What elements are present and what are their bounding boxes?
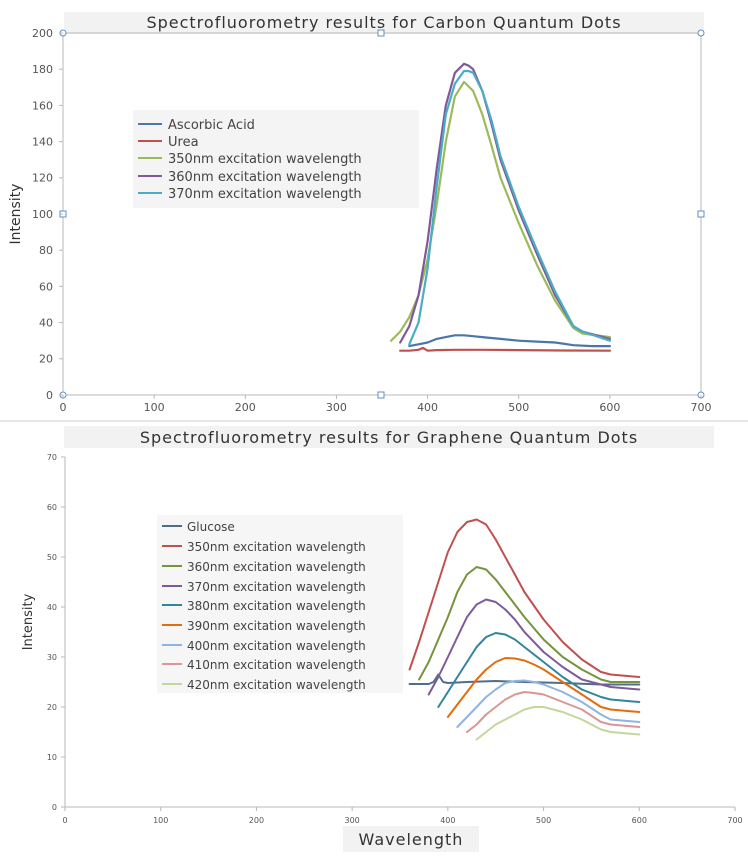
series-line-380nm-excitation-wavelength [437,632,641,708]
series-line-glucose [408,673,641,686]
chart-title: Spectrofluorometry results for Graphene … [140,428,638,447]
x-tick-label: 500 [508,401,529,414]
x-tick-label: 100 [144,401,165,414]
y-axis-label: Intensity [8,184,24,245]
y-tick-label: 40 [39,316,53,329]
chart-carbon-quantum-dots: Spectrofluorometry results for Carbon Qu… [8,12,712,414]
legend-background [133,110,419,208]
chart-title-background [64,12,704,34]
y-tick-label: 60 [47,503,57,512]
x-axis-label: Wavelength [359,830,464,849]
series-line-urea [399,346,612,352]
legend-label-390nm: 390nm excitation wavelength [187,619,366,633]
x-tick-label: 200 [249,816,264,825]
x-tick-label: 600 [632,816,647,825]
x-tick-label: 0 [62,816,67,825]
resize-handle-top-right[interactable] [697,29,705,37]
y-tick-label: 120 [32,172,53,185]
legend-label-350nm: 350nm excitation wavelength [187,540,366,554]
legend-label-360nm: 360nm excitation wavelength [187,560,366,574]
y-tick-label: 30 [47,653,57,662]
series-line-410nm-excitation-wavelength [466,691,641,733]
y-tick-label: 200 [32,27,53,40]
legend-label-420nm: 420nm excitation wavelength [187,678,366,692]
series-line-350nm-excitation-wavelength [408,518,641,678]
x-tick-label: 0 [60,401,67,414]
legend-label-400nm: 400nm excitation wavelength [187,639,366,653]
series-line-390nm-excitation-wavelength [446,657,641,718]
resize-handle-top[interactable] [377,29,385,37]
y-tick-label: 20 [47,703,57,712]
x-tick-label: 600 [599,401,620,414]
y-tick-label: 100 [32,208,53,221]
y-axis-label: Intensity [21,593,36,650]
y-tick-label: 0 [52,803,57,812]
series-line-ascorbic-acid [408,334,612,348]
y-tick-label: 0 [46,389,53,402]
legend-label-glucose: Glucose [187,520,235,534]
x-tick-label: 100 [153,816,168,825]
legend-label-350nm: 350nm excitation wavelength [168,152,362,167]
legend: Ascorbic Acid Urea 350nm excitation wave… [133,110,419,208]
series-line-370nm-excitation-wavelength [427,598,641,696]
x-tick-label: 500 [536,816,551,825]
y-tick-label: 60 [39,280,53,293]
series-lines [390,62,612,352]
resize-handle-right[interactable] [697,210,705,218]
legend-background [157,515,403,693]
series-line-400nm-excitation-wavelength [456,679,641,728]
x-axis-label-background [343,826,479,852]
y-tick-label: 10 [47,753,57,762]
series-line-360nm-excitation-wavelength [399,62,612,344]
series-lines [408,518,641,741]
y-tick-label: 40 [47,603,57,612]
x-tick-label: 400 [440,816,455,825]
chart-title: Spectrofluorometry results for Carbon Qu… [146,13,621,32]
legend-label-urea: Urea [168,135,199,150]
series-line-420nm-excitation-wavelength [475,706,641,741]
x-tick-label: 700 [727,816,742,825]
y-tick-label: 140 [32,135,53,148]
series-line-360nm-excitation-wavelength [418,566,641,683]
legend: Glucose 350nm excitation wavelength 360n… [157,515,403,693]
y-tick-label: 50 [47,553,57,562]
axes: 0 20 40 60 80 100 120 140 160 180 200 0 100 200 300 400… [32,27,712,414]
x-tick-label: 200 [235,401,256,414]
x-tick-label: 700 [691,401,712,414]
x-tick-label: 400 [417,401,438,414]
y-tick-label: 20 [39,353,53,366]
series-line-370nm-excitation-wavelength [408,69,612,346]
legend-label-370nm: 370nm excitation wavelength [168,187,362,202]
chart-title-background [64,426,714,448]
chart-graphene-quantum-dots: Spectrofluorometry results for Graphene … [21,426,743,852]
x-tick-label: 300 [345,816,360,825]
legend-label-ascorbic-acid: Ascorbic Acid [168,118,255,133]
legend-label-380nm: 380nm excitation wavelength [187,599,366,613]
y-tick-label: 160 [32,99,53,112]
y-tick-label: 80 [39,244,53,257]
y-tick-label: 180 [32,63,53,76]
x-tick-label: 300 [326,401,347,414]
resize-handle-bottom[interactable] [377,391,385,399]
y-tick-label: 70 [47,453,57,462]
legend-label-370nm: 370nm excitation wavelength [187,580,366,594]
legend-label-360nm: 360nm excitation wavelength [168,170,362,185]
legend-label-410nm: 410nm excitation wavelength [187,658,366,672]
